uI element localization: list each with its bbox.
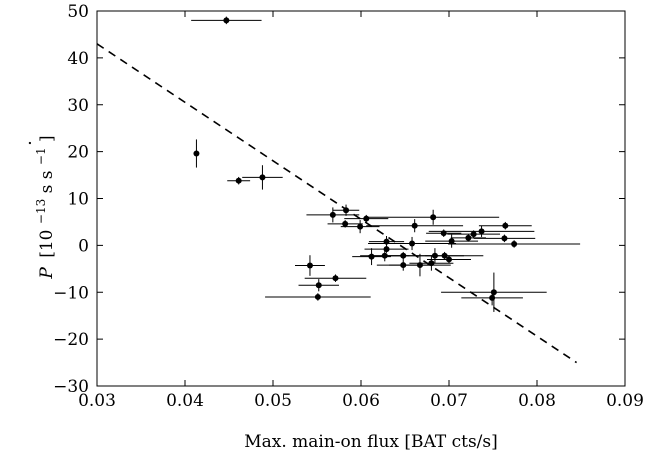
point-marker xyxy=(502,222,509,229)
point-marker xyxy=(343,207,350,214)
svg-text:P [10 −13 s: P [10 −13 s s −1 ] xyxy=(30,135,57,279)
point-marker xyxy=(306,262,313,269)
point-marker xyxy=(315,282,322,289)
data-point xyxy=(265,293,371,301)
point-marker xyxy=(465,234,472,241)
point-marker xyxy=(332,275,339,282)
point-marker xyxy=(411,222,418,229)
point-marker xyxy=(259,174,266,181)
point-marker xyxy=(430,214,437,221)
data-point xyxy=(368,236,457,251)
data-point xyxy=(428,225,535,237)
y-tick-label: 20 xyxy=(67,143,89,163)
data-point xyxy=(352,248,391,266)
point-marker xyxy=(235,177,242,184)
y-tick-label: 50 xyxy=(67,2,89,22)
point-marker xyxy=(441,252,448,259)
data-point xyxy=(306,207,360,223)
axes xyxy=(96,10,626,387)
point-marker xyxy=(363,215,370,222)
x-tick-label: 0.09 xyxy=(606,391,644,411)
point-marker xyxy=(368,253,375,260)
data-point xyxy=(332,204,360,216)
point-marker xyxy=(440,230,447,237)
point-marker xyxy=(501,235,508,242)
data-point xyxy=(193,139,200,168)
x-tick-label: 0.06 xyxy=(342,391,380,411)
y-tick-label: −20 xyxy=(53,330,89,350)
x-tick-label: 0.08 xyxy=(518,391,556,411)
x-tick-label: 0.03 xyxy=(78,391,116,411)
y-tick-label: 0 xyxy=(78,236,89,256)
y-tick-label: 30 xyxy=(67,96,89,116)
data-point xyxy=(478,221,532,230)
point-marker xyxy=(329,211,336,218)
data-point xyxy=(227,176,251,185)
y-tick-label: −10 xyxy=(53,283,89,303)
data-point xyxy=(191,16,262,25)
y-axis-dot: ˙ xyxy=(25,138,49,148)
data-point xyxy=(295,255,325,276)
y-tick-label: 40 xyxy=(67,49,89,69)
data-point xyxy=(344,214,389,223)
x-tick-label: 0.07 xyxy=(430,391,468,411)
data-point xyxy=(448,240,581,248)
point-marker xyxy=(448,238,455,245)
data-point xyxy=(447,230,501,238)
x-tick-label: 0.04 xyxy=(166,391,204,411)
data-point xyxy=(366,219,464,233)
point-marker xyxy=(511,240,518,247)
data-points xyxy=(191,16,581,312)
point-marker xyxy=(223,17,230,24)
data-point xyxy=(242,165,283,190)
fit-line xyxy=(96,43,578,364)
data-point xyxy=(340,220,380,234)
point-marker xyxy=(357,223,364,230)
point-marker xyxy=(342,220,349,227)
data-point xyxy=(367,209,500,225)
data-point xyxy=(427,255,471,264)
point-marker xyxy=(193,150,200,157)
point-marker xyxy=(409,240,416,247)
ticks xyxy=(96,10,626,387)
data-point xyxy=(426,229,462,237)
plot-frame xyxy=(96,10,626,387)
y-tick-label: 10 xyxy=(67,190,89,210)
data-point xyxy=(441,272,547,312)
point-marker xyxy=(314,293,321,300)
y-axis-symbol: P xyxy=(37,267,57,280)
data-point xyxy=(473,234,536,243)
fit-line-layer xyxy=(96,43,578,364)
x-tick-label: 0.05 xyxy=(254,391,292,411)
point-marker xyxy=(446,256,452,263)
point-marker xyxy=(428,260,435,267)
data-point xyxy=(298,279,339,292)
y-tick-label: −30 xyxy=(53,377,89,397)
point-marker xyxy=(478,228,485,235)
data-point xyxy=(304,274,367,282)
point-marker xyxy=(489,294,496,301)
tick-labels: 0.03 0.04 0.05 0.06 0.07 0.08 0.09 −30 −20 −10 0 10… xyxy=(53,2,644,411)
y-axis-label: P [10 −13 s s −1 ] xyxy=(30,135,57,279)
data-point xyxy=(461,290,523,306)
data-point xyxy=(425,234,479,248)
data-point xyxy=(409,255,454,271)
x-axis-label: Max. main-on flux [BAT cts/s] xyxy=(244,432,498,452)
point-marker xyxy=(470,231,477,238)
